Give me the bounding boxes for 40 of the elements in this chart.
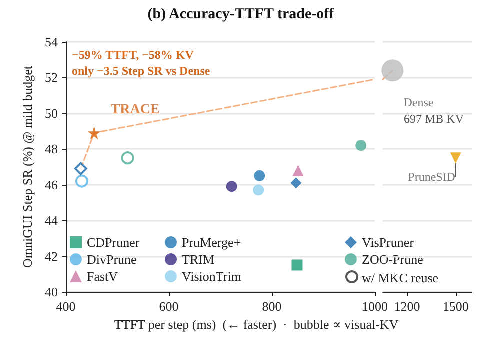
point xyxy=(292,260,303,271)
x-tick-label: 400 xyxy=(56,299,76,314)
point xyxy=(253,184,264,196)
x-tick-label: 600 xyxy=(159,299,179,314)
y-tick-label: 48 xyxy=(45,142,58,157)
y-tick-label: 42 xyxy=(45,248,58,264)
x-tick-label: 1200 xyxy=(394,299,420,314)
x-axis-title: TTFT per step (ms) (← faster) · bubble ∝ visual-KV xyxy=(114,316,400,332)
point xyxy=(290,178,302,189)
y-tick-label: 40 xyxy=(45,284,58,300)
legend-label: DivPrune xyxy=(87,252,138,267)
y-tick-label: 52 xyxy=(45,70,58,86)
x-tick-label: 800 xyxy=(262,299,282,314)
legend-label: FastV xyxy=(87,269,119,284)
x-tick-label: 1000 xyxy=(362,299,388,314)
legend-label: ZOO-Prune xyxy=(362,252,424,267)
legend-label: PruMerge+ xyxy=(182,235,242,250)
legend-label: TRIM xyxy=(182,252,215,267)
point xyxy=(356,140,367,152)
series-label: PruneSID xyxy=(408,170,456,184)
x-tick-label: 1500 xyxy=(442,299,469,314)
legend-label: VisPruner xyxy=(362,235,415,250)
y-axis-title: OmniGUI Step SR (%) @ mild budget xyxy=(20,66,36,268)
annotation: w/ MKC reuse xyxy=(362,270,439,286)
point xyxy=(292,165,304,176)
annotation: TRACE xyxy=(110,102,160,118)
annotation: 697 MB KV xyxy=(404,112,464,126)
legend-label: VisionTrim xyxy=(182,269,242,284)
y-tick-label: 50 xyxy=(45,106,58,121)
legend-label: CDPruner xyxy=(87,235,140,250)
y-tick-label: 46 xyxy=(45,177,58,192)
chart-title: (b) Accuracy-TTFT trade-off xyxy=(148,6,336,22)
series-label: Dense xyxy=(404,96,434,110)
y-tick-label: 54 xyxy=(45,34,58,50)
point xyxy=(254,170,266,182)
annotation: −59% TTFT, −58% KV only −3.5 Step SR vs Dense xyxy=(72,48,211,78)
point xyxy=(88,126,101,140)
y-tick-label: 44 xyxy=(45,213,58,228)
point xyxy=(226,181,238,192)
point xyxy=(75,174,88,188)
